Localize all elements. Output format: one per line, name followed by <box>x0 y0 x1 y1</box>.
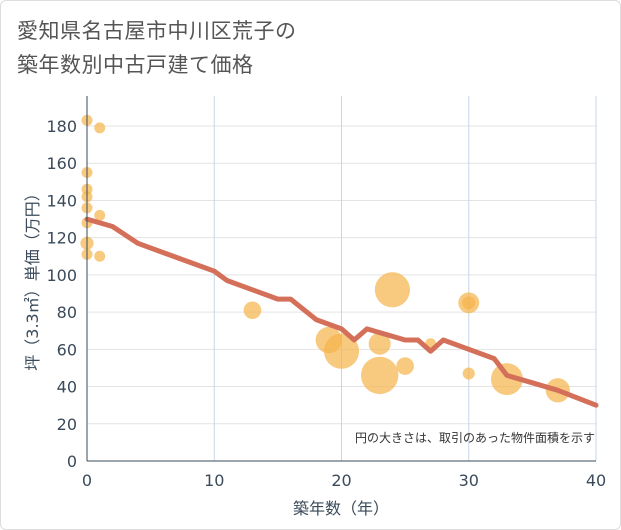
axes <box>86 96 596 462</box>
size-annotation: 円の大きさは、取引のあった物件面積を示す <box>355 430 595 445</box>
y-tick-label: 180 <box>46 117 77 136</box>
y-tick-label: 160 <box>46 154 77 173</box>
x-tick-label: 40 <box>586 471 606 490</box>
data-point <box>243 301 262 320</box>
chart-title: 愛知県名古屋市中川区荒子の 築年数別中古戸建て価格 <box>17 14 297 82</box>
data-point <box>490 363 523 396</box>
data-point <box>323 333 360 369</box>
x-tick-label: 20 <box>331 471 351 490</box>
data-point <box>360 356 399 395</box>
x-tick-label: 10 <box>204 471 224 490</box>
data-point <box>94 250 106 262</box>
y-tick-label: 120 <box>46 229 77 248</box>
grid-lines <box>87 96 597 461</box>
x-axis-label: 築年数（年） <box>293 499 389 518</box>
data-point <box>374 272 410 308</box>
data-point <box>462 367 475 380</box>
data-point <box>368 332 391 355</box>
y-tick-label: 20 <box>57 415 77 434</box>
trend-line <box>84 216 599 408</box>
data-point <box>462 296 476 310</box>
trend-line-group <box>84 216 599 408</box>
data-point <box>94 122 106 134</box>
tick-labels: 0 20 40 60 80 100 120 140 160 180 0 10 20 30 40 <box>46 117 606 490</box>
y-tick-label: 0 <box>67 452 77 471</box>
y-tick-label: 100 <box>46 266 77 285</box>
data-point <box>396 357 414 375</box>
x-tick-label: 30 <box>459 471 479 490</box>
y-tick-label: 40 <box>57 378 77 397</box>
y-tick-label: 140 <box>46 191 77 210</box>
chart-title-line1: 愛知県名古屋市中川区荒子の <box>17 19 297 43</box>
chart-title-line2: 築年数別中古戸建て価格 <box>17 53 254 77</box>
y-axis-label: 坪（3.3㎡）単価（万円） <box>23 185 42 370</box>
data-point <box>94 209 106 221</box>
x-tick-label: 0 <box>82 471 92 490</box>
y-tick-label: 60 <box>57 340 77 359</box>
y-tick-label: 80 <box>57 303 77 322</box>
